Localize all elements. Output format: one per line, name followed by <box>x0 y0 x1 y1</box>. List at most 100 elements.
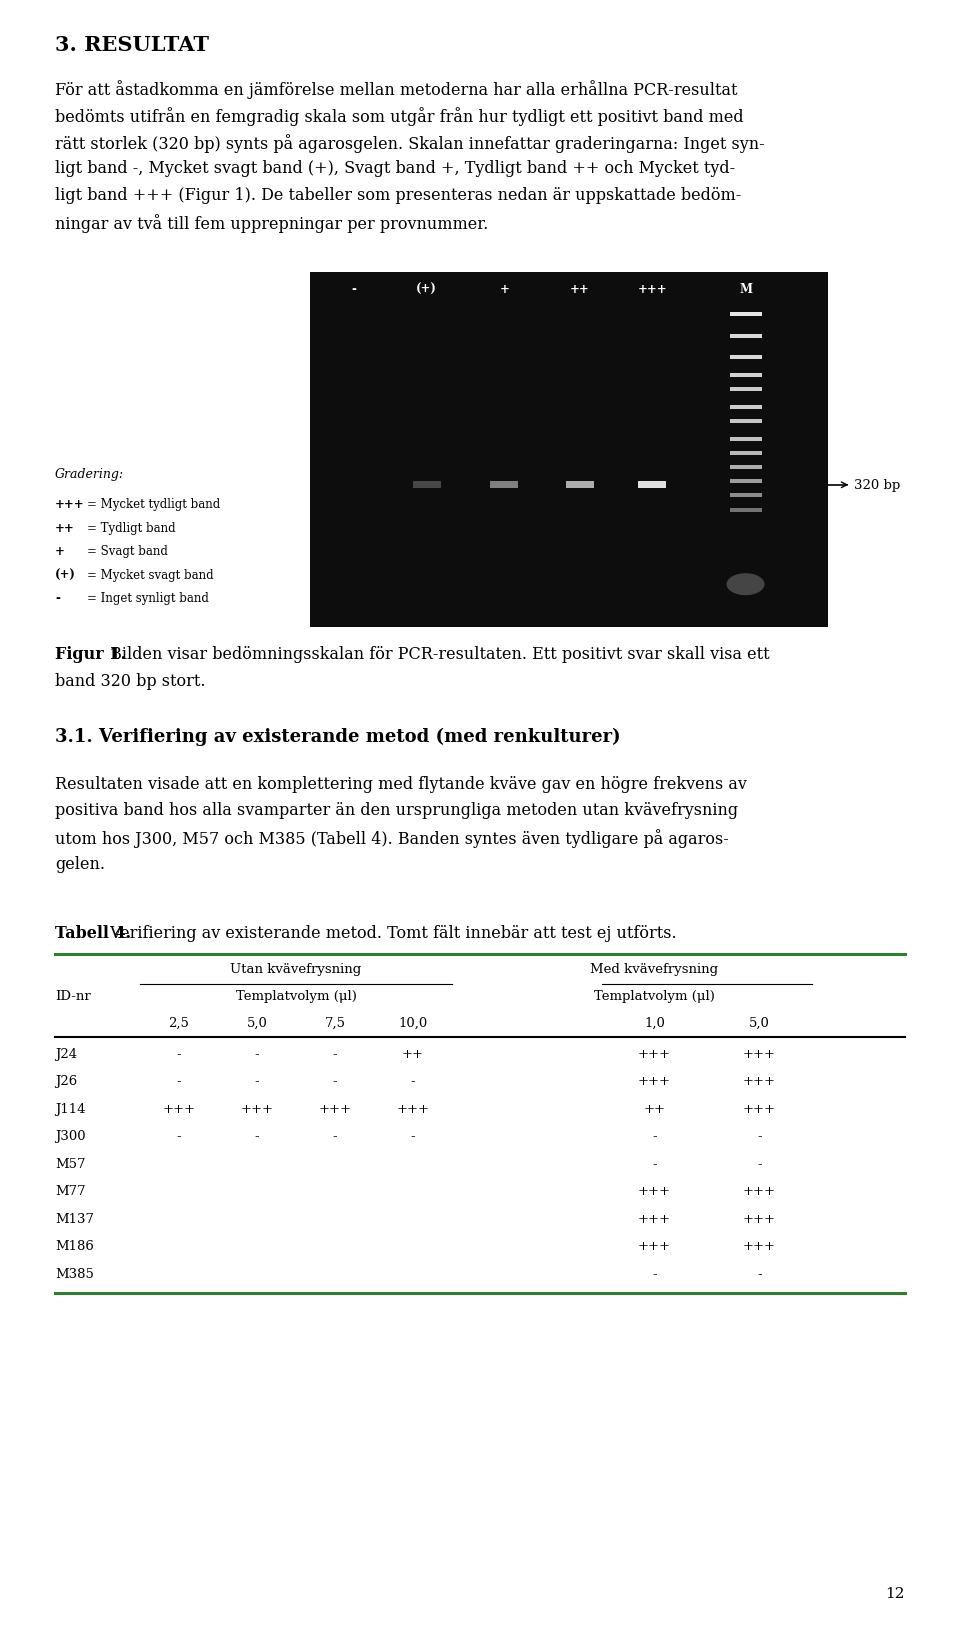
Text: = Mycket svagt band: = Mycket svagt band <box>87 568 214 581</box>
Bar <box>730 374 761 377</box>
Text: 12: 12 <box>885 1586 905 1599</box>
Text: +++: +++ <box>638 1213 671 1226</box>
Bar <box>730 437 761 441</box>
Bar <box>730 480 761 485</box>
Text: J26: J26 <box>55 1074 77 1087</box>
Bar <box>638 481 666 490</box>
Text: = Inget synligt band: = Inget synligt band <box>87 592 209 605</box>
Bar <box>491 481 518 490</box>
Text: +++: +++ <box>638 1048 671 1061</box>
Text: M385: M385 <box>55 1266 94 1279</box>
Text: -: - <box>177 1048 181 1061</box>
Text: M186: M186 <box>55 1240 94 1252</box>
Text: +++: +++ <box>743 1240 776 1252</box>
Text: 320 bp: 320 bp <box>854 480 900 491</box>
Text: (+): (+) <box>55 568 76 581</box>
Text: -: - <box>652 1266 657 1279</box>
Text: J300: J300 <box>55 1129 85 1142</box>
Text: rätt storlek (320 bp) synts på agarosgelen. Skalan innefattar graderingarna: Ing: rätt storlek (320 bp) synts på agarosgel… <box>55 134 764 152</box>
Text: -: - <box>254 1129 259 1142</box>
Text: 7,5: 7,5 <box>324 1017 346 1030</box>
Text: 3. RESULTAT: 3. RESULTAT <box>55 34 209 55</box>
Bar <box>730 419 761 424</box>
Bar <box>730 405 761 410</box>
Text: -: - <box>177 1129 181 1142</box>
Text: 5,0: 5,0 <box>247 1017 268 1030</box>
Text: -: - <box>411 1074 416 1087</box>
Text: +: + <box>499 282 510 295</box>
Text: +++: +++ <box>637 282 667 295</box>
Text: bedömts utifrån en femgradig skala som utgår från hur tydligt ett positivt band : bedömts utifrån en femgradig skala som u… <box>55 106 744 126</box>
Bar <box>730 465 761 470</box>
Text: 5,0: 5,0 <box>749 1017 770 1030</box>
Text: +: + <box>55 545 65 558</box>
Text: -: - <box>411 1129 416 1142</box>
Text: 1,0: 1,0 <box>644 1017 665 1030</box>
Text: 10,0: 10,0 <box>398 1017 427 1030</box>
Text: +++: +++ <box>743 1048 776 1061</box>
Text: M77: M77 <box>55 1185 85 1198</box>
Bar <box>730 494 761 498</box>
Text: +++: +++ <box>743 1074 776 1087</box>
Text: band 320 bp stort.: band 320 bp stort. <box>55 672 205 689</box>
Text: Tabell 4.: Tabell 4. <box>55 924 132 942</box>
Text: M137: M137 <box>55 1213 94 1226</box>
Text: -: - <box>652 1129 657 1142</box>
Text: +++: +++ <box>743 1213 776 1226</box>
Bar <box>730 452 761 455</box>
Text: = Tydligt band: = Tydligt band <box>87 521 176 534</box>
Text: -: - <box>333 1048 337 1061</box>
Text: +++: +++ <box>162 1102 196 1115</box>
Text: Utan kvävefrysning: Utan kvävefrysning <box>230 963 362 976</box>
Text: Bilden visar bedömningsskalan för PCR-resultaten. Ett positivt svar skall visa e: Bilden visar bedömningsskalan för PCR-re… <box>105 645 770 663</box>
Text: ligt band -, Mycket svagt band (+), Svagt band +, Tydligt band ++ och Mycket tyd: ligt band -, Mycket svagt band (+), Svag… <box>55 160 735 178</box>
Text: Med kvävefrysning: Med kvävefrysning <box>590 963 719 976</box>
Bar <box>730 388 761 392</box>
Text: Templatvolym (μl): Templatvolym (μl) <box>235 989 356 1002</box>
Text: (+): (+) <box>417 282 437 295</box>
Text: ID-nr: ID-nr <box>55 989 91 1002</box>
Ellipse shape <box>727 574 764 596</box>
Text: -: - <box>333 1129 337 1142</box>
Text: ++: ++ <box>570 282 589 295</box>
Bar <box>730 313 761 317</box>
Text: För att åstadkomma en jämförelse mellan metoderna har alla erhållna PCR-resultat: För att åstadkomma en jämförelse mellan … <box>55 80 737 100</box>
Text: -: - <box>333 1074 337 1087</box>
Text: +++: +++ <box>241 1102 274 1115</box>
Text: +++: +++ <box>55 498 84 511</box>
Bar <box>565 481 593 490</box>
Text: -: - <box>757 1129 762 1142</box>
Text: ++: ++ <box>55 521 75 534</box>
Text: -: - <box>351 282 356 295</box>
Text: Figur 1.: Figur 1. <box>55 645 126 663</box>
Bar <box>310 273 828 627</box>
Text: ningar av två till fem upprepningar per provnummer.: ningar av två till fem upprepningar per … <box>55 214 489 233</box>
Text: -: - <box>254 1048 259 1061</box>
Text: Templatvolym (μl): Templatvolym (μl) <box>594 989 715 1002</box>
Text: ligt band +++ (Figur 1). De tabeller som presenteras nedan är uppskattade bedöm-: ligt band +++ (Figur 1). De tabeller som… <box>55 188 741 204</box>
Text: gelen.: gelen. <box>55 855 105 873</box>
Text: +++: +++ <box>638 1240 671 1252</box>
Text: +++: +++ <box>638 1185 671 1198</box>
Text: utom hos J300, M57 och M385 (Tabell 4). Banden syntes även tydligare på agaros-: utom hos J300, M57 och M385 (Tabell 4). … <box>55 829 729 847</box>
Text: +++: +++ <box>743 1102 776 1115</box>
Text: Gradering:: Gradering: <box>55 468 124 481</box>
Text: ++: ++ <box>402 1048 424 1061</box>
Text: +++: +++ <box>743 1185 776 1198</box>
Text: J24: J24 <box>55 1048 77 1061</box>
Text: J114: J114 <box>55 1102 85 1115</box>
Text: -: - <box>177 1074 181 1087</box>
Text: +++: +++ <box>396 1102 429 1115</box>
Text: -: - <box>652 1157 657 1170</box>
Bar <box>730 356 761 359</box>
Bar <box>730 335 761 338</box>
Text: = Mycket tydligt band: = Mycket tydligt band <box>87 498 220 511</box>
Text: -: - <box>254 1074 259 1087</box>
Text: M57: M57 <box>55 1157 85 1170</box>
Text: positiva band hos alla svamparter än den ursprungliga metoden utan kvävefrysning: positiva band hos alla svamparter än den… <box>55 801 738 819</box>
Text: 3.1. Verifiering av existerande metod (med renkulturer): 3.1. Verifiering av existerande metod (m… <box>55 728 620 746</box>
Text: Verifiering av existerande metod. Tomt fält innebär att test ej utförts.: Verifiering av existerande metod. Tomt f… <box>105 924 677 942</box>
Text: = Svagt band: = Svagt band <box>87 545 168 558</box>
Text: Resultaten visade att en komplettering med flytande kväve gav en högre frekvens : Resultaten visade att en komplettering m… <box>55 775 747 792</box>
Text: -: - <box>55 592 60 605</box>
